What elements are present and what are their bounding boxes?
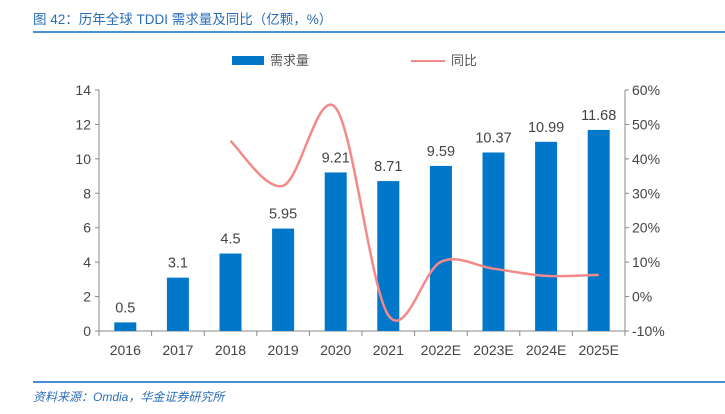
bar [324, 172, 347, 331]
bar [429, 165, 452, 331]
x-tick-label: 2023E [473, 342, 513, 358]
y-tick-label-left: 2 [83, 289, 91, 305]
bar-data-label: 11.68 [581, 108, 616, 124]
legend-label-line: 同比 [451, 53, 477, 68]
bar [272, 228, 295, 331]
bar-data-label: 4.5 [220, 232, 240, 248]
bar-data-label: 9.21 [322, 150, 350, 166]
bar-data-label: 3.1 [168, 256, 188, 272]
y-tick-label-right: 40% [632, 151, 660, 167]
bar-data-label: 9.59 [427, 144, 455, 160]
x-tick-label: 2022E [421, 342, 461, 358]
title-divider [33, 31, 725, 33]
bar [587, 129, 610, 331]
legend-swatch-bar [232, 56, 264, 65]
y-tick-label-right: 30% [632, 185, 660, 201]
bar-data-label: 10.99 [528, 120, 564, 136]
x-tick-label: 2017 [162, 342, 193, 358]
y-tick-label-right: 60% [632, 82, 660, 98]
x-tick-label: 2020 [320, 342, 351, 358]
x-tick-label: 2021 [373, 342, 404, 358]
y-tick-label-right: 0% [632, 289, 652, 305]
y-tick-label-right: 50% [632, 116, 660, 132]
bar [377, 181, 400, 331]
x-tick-label: 2025E [578, 342, 618, 358]
x-tick-label: 2024E [526, 342, 566, 358]
bar [114, 322, 137, 331]
x-tick-label: 2019 [268, 342, 299, 358]
y-tick-label-right: 20% [632, 220, 660, 236]
bar-data-label: 10.37 [475, 130, 511, 146]
y-tick-label-left: 8 [83, 185, 91, 201]
bar [166, 277, 189, 331]
x-tick-label: 2016 [110, 342, 141, 358]
y-tick-label-left: 4 [83, 254, 91, 270]
y-tick-label-right: -10% [632, 323, 665, 339]
y-tick-label-left: 6 [83, 220, 91, 236]
y-tick-label-left: 10 [75, 151, 91, 167]
y-tick-label-left: 12 [75, 116, 91, 132]
yoy-line [229, 103, 599, 322]
y-tick-label-left: 14 [75, 82, 91, 98]
footer-divider [33, 381, 725, 383]
y-tick-label-right: 10% [632, 254, 660, 270]
source-note: 资料来源：Omdia，华金证券研究所 [33, 390, 225, 404]
bar [482, 152, 505, 331]
y-tick-label-left: 0 [83, 323, 91, 339]
bar [219, 253, 242, 331]
bar-data-label: 5.95 [269, 207, 297, 223]
x-tick-label: 2018 [215, 342, 246, 358]
legend-label-bar: 需求量 [270, 53, 309, 68]
chart-title: 图 42：历年全球 TDDI 需求量及同比（亿颗，%） [33, 12, 333, 27]
bar [535, 141, 558, 331]
bar-data-label: 8.71 [374, 159, 402, 175]
bar-data-label: 0.5 [115, 300, 135, 316]
